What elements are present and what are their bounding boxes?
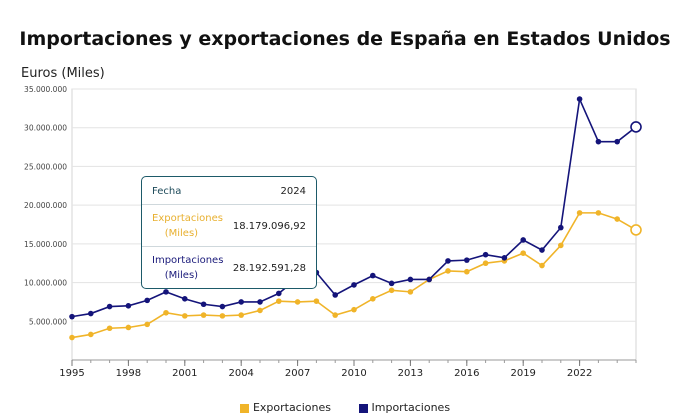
data-point-exportaciones (313, 298, 320, 304)
data-point-exportaciones (182, 313, 188, 319)
x-tick-label: 1995 (59, 368, 84, 379)
data-point-exportaciones (276, 298, 282, 304)
data-point-importaciones-highlight (630, 121, 642, 133)
x-tick-label: 2016 (454, 368, 479, 379)
tooltip-importaciones-label-line1: Importaciones (152, 255, 224, 266)
chart-legend: Exportaciones Importaciones (0, 401, 690, 414)
data-point-importaciones (219, 303, 226, 310)
data-point-exportaciones (257, 307, 263, 314)
data-point-importaciones (238, 299, 244, 305)
data-point-importaciones (407, 276, 414, 283)
x-tick-label: 1998 (116, 368, 141, 379)
data-point-exportaciones (125, 324, 132, 331)
y-tick-label: 25.000.000 (24, 162, 67, 171)
data-point-importaciones (351, 282, 357, 288)
y-axis-label: Euros (Miles) (21, 66, 105, 81)
data-point-importaciones (69, 313, 75, 320)
x-tick-label: 2001 (172, 368, 197, 379)
tooltip-exportaciones-label-line2: (Miles) (164, 228, 199, 239)
data-point-exportaciones (445, 268, 451, 274)
tooltip-importaciones-value: 28.192.591,28 (232, 263, 306, 274)
y-tick-label: 10.000.000 (24, 279, 67, 288)
data-point-importaciones (163, 289, 169, 295)
tooltip-importaciones-label-line2: (Miles) (164, 270, 199, 281)
data-point-importaciones (614, 138, 620, 145)
tooltip-fecha-value: 2024 (280, 186, 306, 197)
data-point-importaciones (482, 251, 489, 258)
data-point-exportaciones (520, 250, 526, 256)
data-point-exportaciones (576, 210, 583, 216)
data-point-exportaciones (163, 309, 169, 316)
data-point-exportaciones (482, 260, 489, 267)
data-point-importaciones (125, 303, 132, 309)
data-point-importaciones (576, 96, 583, 102)
tooltip-row-fecha: Fecha 2024 (142, 177, 316, 205)
data-point-exportaciones (69, 334, 75, 341)
data-point-exportaciones (200, 312, 207, 318)
data-point-exportaciones (88, 331, 94, 338)
data-point-importaciones (445, 258, 451, 264)
data-point-exportaciones (614, 216, 620, 222)
data-point-importaciones (595, 138, 602, 145)
legend-label-importaciones: Importaciones (371, 401, 451, 414)
data-point-importaciones (520, 237, 526, 243)
y-tick-label: 5.000.000 (29, 317, 67, 326)
y-tick-label: 20.000.000 (24, 201, 67, 210)
data-point-importaciones (539, 247, 545, 253)
chart-tooltip: Fecha 2024 Exportaciones (Miles) 18.179.… (141, 176, 317, 289)
data-point-importaciones (144, 297, 150, 304)
data-point-importaciones (370, 272, 376, 279)
x-tick-label: 2013 (398, 368, 423, 379)
data-point-exportaciones (294, 299, 301, 305)
data-point-importaciones (388, 280, 395, 287)
tooltip-exportaciones-label-line1: Exportaciones (152, 213, 223, 224)
data-point-exportaciones (539, 262, 545, 269)
legend-swatch-importaciones (358, 403, 368, 413)
legend-item-importaciones[interactable]: Importaciones (358, 401, 451, 414)
y-tick-label: 30.000.000 (24, 124, 67, 133)
data-point-importaciones (88, 310, 94, 317)
data-point-importaciones (332, 292, 339, 298)
data-point-importaciones (426, 276, 433, 283)
data-point-exportaciones (464, 268, 470, 275)
data-point-exportaciones (144, 321, 150, 328)
data-point-exportaciones (407, 289, 414, 295)
tooltip-importaciones-label: Importaciones (Miles) (152, 253, 223, 283)
data-point-importaciones (558, 224, 564, 231)
data-point-importaciones (276, 290, 282, 297)
tooltip-row-importaciones: Importaciones (Miles) 28.192.591,28 (142, 247, 316, 288)
data-point-importaciones (501, 254, 508, 261)
data-point-importaciones (106, 303, 113, 310)
data-point-exportaciones-highlight (630, 224, 642, 236)
x-tick-label: 2022 (567, 368, 592, 379)
data-point-exportaciones (238, 312, 244, 318)
y-tick-label: 15.000.000 (24, 240, 67, 249)
data-point-importaciones (200, 301, 207, 308)
data-point-exportaciones (351, 306, 357, 313)
legend-item-exportaciones[interactable]: Exportaciones (239, 401, 331, 414)
legend-swatch-exportaciones (239, 403, 249, 413)
x-tick-label: 2019 (510, 368, 535, 379)
data-point-exportaciones (558, 242, 564, 249)
data-point-exportaciones (219, 313, 226, 319)
data-point-importaciones (464, 257, 470, 263)
data-point-importaciones (182, 296, 188, 302)
tooltip-fecha-label: Fecha (152, 186, 182, 197)
data-point-exportaciones (106, 325, 113, 332)
tooltip-exportaciones-label: Exportaciones (Miles) (152, 211, 223, 241)
x-tick-label: 2004 (228, 368, 253, 379)
x-tick-label: 2010 (341, 368, 366, 379)
data-point-exportaciones (388, 287, 395, 294)
y-tick-label: 35.000.000 (24, 85, 67, 94)
legend-label-exportaciones: Exportaciones (252, 401, 331, 414)
data-point-exportaciones (332, 312, 339, 318)
chart-title: Importaciones y exportaciones de España … (19, 28, 671, 50)
tooltip-exportaciones-value: 18.179.096,92 (232, 221, 306, 232)
x-tick-label: 2007 (285, 368, 310, 379)
data-point-importaciones (257, 299, 263, 305)
data-point-exportaciones (595, 210, 602, 216)
tooltip-row-exportaciones: Exportaciones (Miles) 18.179.096,92 (142, 205, 316, 247)
data-point-exportaciones (370, 296, 376, 302)
